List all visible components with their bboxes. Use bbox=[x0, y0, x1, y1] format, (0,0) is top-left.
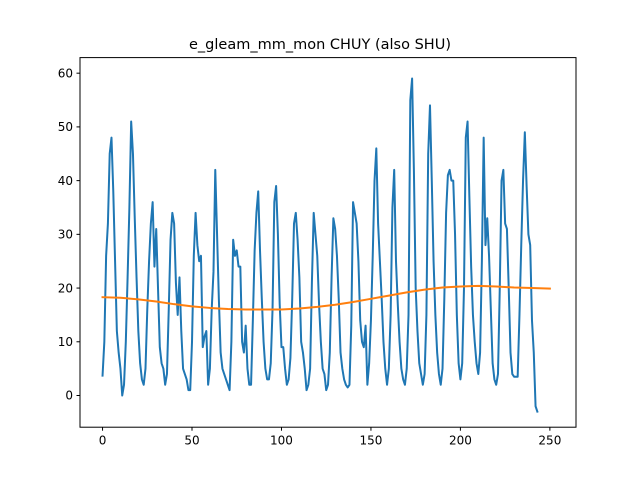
series-line-2 bbox=[101, 284, 551, 311]
x-tick-label: 150 bbox=[359, 434, 382, 448]
x-tick-label: 100 bbox=[270, 434, 293, 448]
x-axis: 0 50 100 150 200 250 bbox=[99, 427, 561, 448]
y-tick-label: 10 bbox=[58, 335, 73, 349]
series-line-1 bbox=[101, 77, 539, 413]
y-tick-label: 60 bbox=[58, 66, 73, 80]
y-axis: 0 10 20 30 40 50 60 bbox=[58, 66, 80, 403]
x-tick-label: 50 bbox=[184, 434, 199, 448]
series-layer bbox=[101, 77, 551, 413]
y-tick-label: 0 bbox=[65, 389, 73, 403]
y-tick-label: 20 bbox=[58, 281, 73, 295]
y-tick-label: 40 bbox=[58, 174, 73, 188]
y-tick-label: 50 bbox=[58, 120, 73, 134]
x-tick-label: 200 bbox=[449, 434, 472, 448]
chart-title: e_gleam_mm_mon CHUY (also SHU) bbox=[189, 37, 451, 53]
plot-area-frame bbox=[79, 57, 577, 428]
x-tick-label: 250 bbox=[538, 434, 561, 448]
y-tick-label: 30 bbox=[58, 228, 73, 242]
x-tick-label: 0 bbox=[99, 434, 107, 448]
